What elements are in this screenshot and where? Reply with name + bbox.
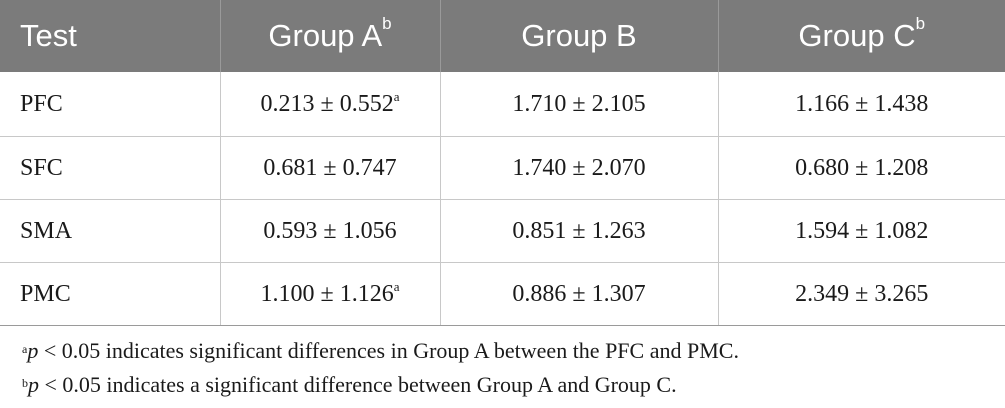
cell-group-a-sup: a — [393, 278, 400, 294]
cell-test: PMC — [0, 262, 221, 326]
cell-test: SFC — [0, 136, 221, 200]
header-group-a-sup: b — [382, 14, 392, 33]
footnote-b: bp < 0.05 indicates a significant differ… — [22, 368, 739, 402]
header-group-c: Group Cb — [718, 0, 1005, 72]
header-group-b: Group B — [440, 0, 719, 72]
cell-test: PFC — [0, 72, 221, 137]
table-header: Test Group Ab Group B Group Cb — [0, 0, 1005, 72]
header-group-a-label: Group A — [268, 18, 383, 53]
header-test: Test — [0, 0, 221, 72]
table-footnotes: ap < 0.05 indicates significant differen… — [22, 334, 739, 402]
cell-group-a-value: 0.213 ± 0.552 — [260, 90, 394, 117]
cell-group-a-value: 1.100 ± 1.126 — [260, 280, 394, 307]
cell-test: SMA — [0, 199, 221, 263]
cell-group-a-value: 0.593 ± 1.056 — [263, 217, 397, 244]
cell-group-a: 0.681 ± 0.747 — [220, 136, 441, 200]
results-table-container: Test Group Ab Group B Group Cb PFC 0.213… — [0, 0, 1005, 326]
table-row: PFC 0.213 ± 0.552a 1.710 ± 2.105 1.166 ±… — [0, 72, 1005, 137]
results-table: Test Group Ab Group B Group Cb PFC 0.213… — [0, 0, 1005, 326]
cell-group-b: 0.886 ± 1.307 — [440, 262, 719, 326]
footnote-b-symbol: p — [28, 372, 39, 397]
footnote-a-text: < 0.05 indicates significant differences… — [38, 338, 739, 363]
header-group-a: Group Ab — [220, 0, 441, 72]
table-row: PMC 1.100 ± 1.126a 0.886 ± 1.307 2.349 ±… — [0, 262, 1005, 326]
header-row: Test Group Ab Group B Group Cb — [0, 0, 1005, 72]
cell-group-b: 1.710 ± 2.105 — [440, 72, 719, 137]
cell-group-c: 2.349 ± 3.265 — [718, 262, 1005, 326]
cell-group-c: 0.680 ± 1.208 — [718, 136, 1005, 200]
header-test-label: Test — [20, 18, 77, 53]
cell-group-a: 0.593 ± 1.056 — [220, 199, 441, 263]
footnote-a-mark: a — [22, 342, 28, 356]
footnote-a-symbol: p — [27, 338, 39, 363]
table-row: SFC 0.681 ± 0.747 1.740 ± 2.070 0.680 ± … — [0, 136, 1005, 200]
header-group-b-label: Group B — [521, 18, 637, 53]
table-body: PFC 0.213 ± 0.552a 1.710 ± 2.105 1.166 ±… — [0, 72, 1005, 326]
header-group-c-sup: b — [915, 14, 926, 33]
footnote-b-text: < 0.05 indicates a significant differenc… — [39, 372, 677, 397]
footnote-b-mark: b — [22, 376, 28, 390]
cell-group-b: 1.740 ± 2.070 — [440, 136, 719, 200]
cell-group-c: 1.166 ± 1.438 — [718, 72, 1005, 137]
header-group-c-label: Group C — [798, 18, 916, 53]
cell-group-b: 0.851 ± 1.263 — [440, 199, 719, 263]
footnote-a: ap < 0.05 indicates significant differen… — [22, 334, 739, 368]
cell-group-a: 1.100 ± 1.126a — [220, 262, 441, 326]
cell-group-a-value: 0.681 ± 0.747 — [263, 154, 397, 181]
table-row: SMA 0.593 ± 1.056 0.851 ± 1.263 1.594 ± … — [0, 199, 1005, 263]
cell-group-c: 1.594 ± 1.082 — [718, 199, 1005, 263]
cell-group-a: 0.213 ± 0.552a — [220, 72, 441, 137]
cell-group-a-sup: a — [393, 88, 400, 104]
